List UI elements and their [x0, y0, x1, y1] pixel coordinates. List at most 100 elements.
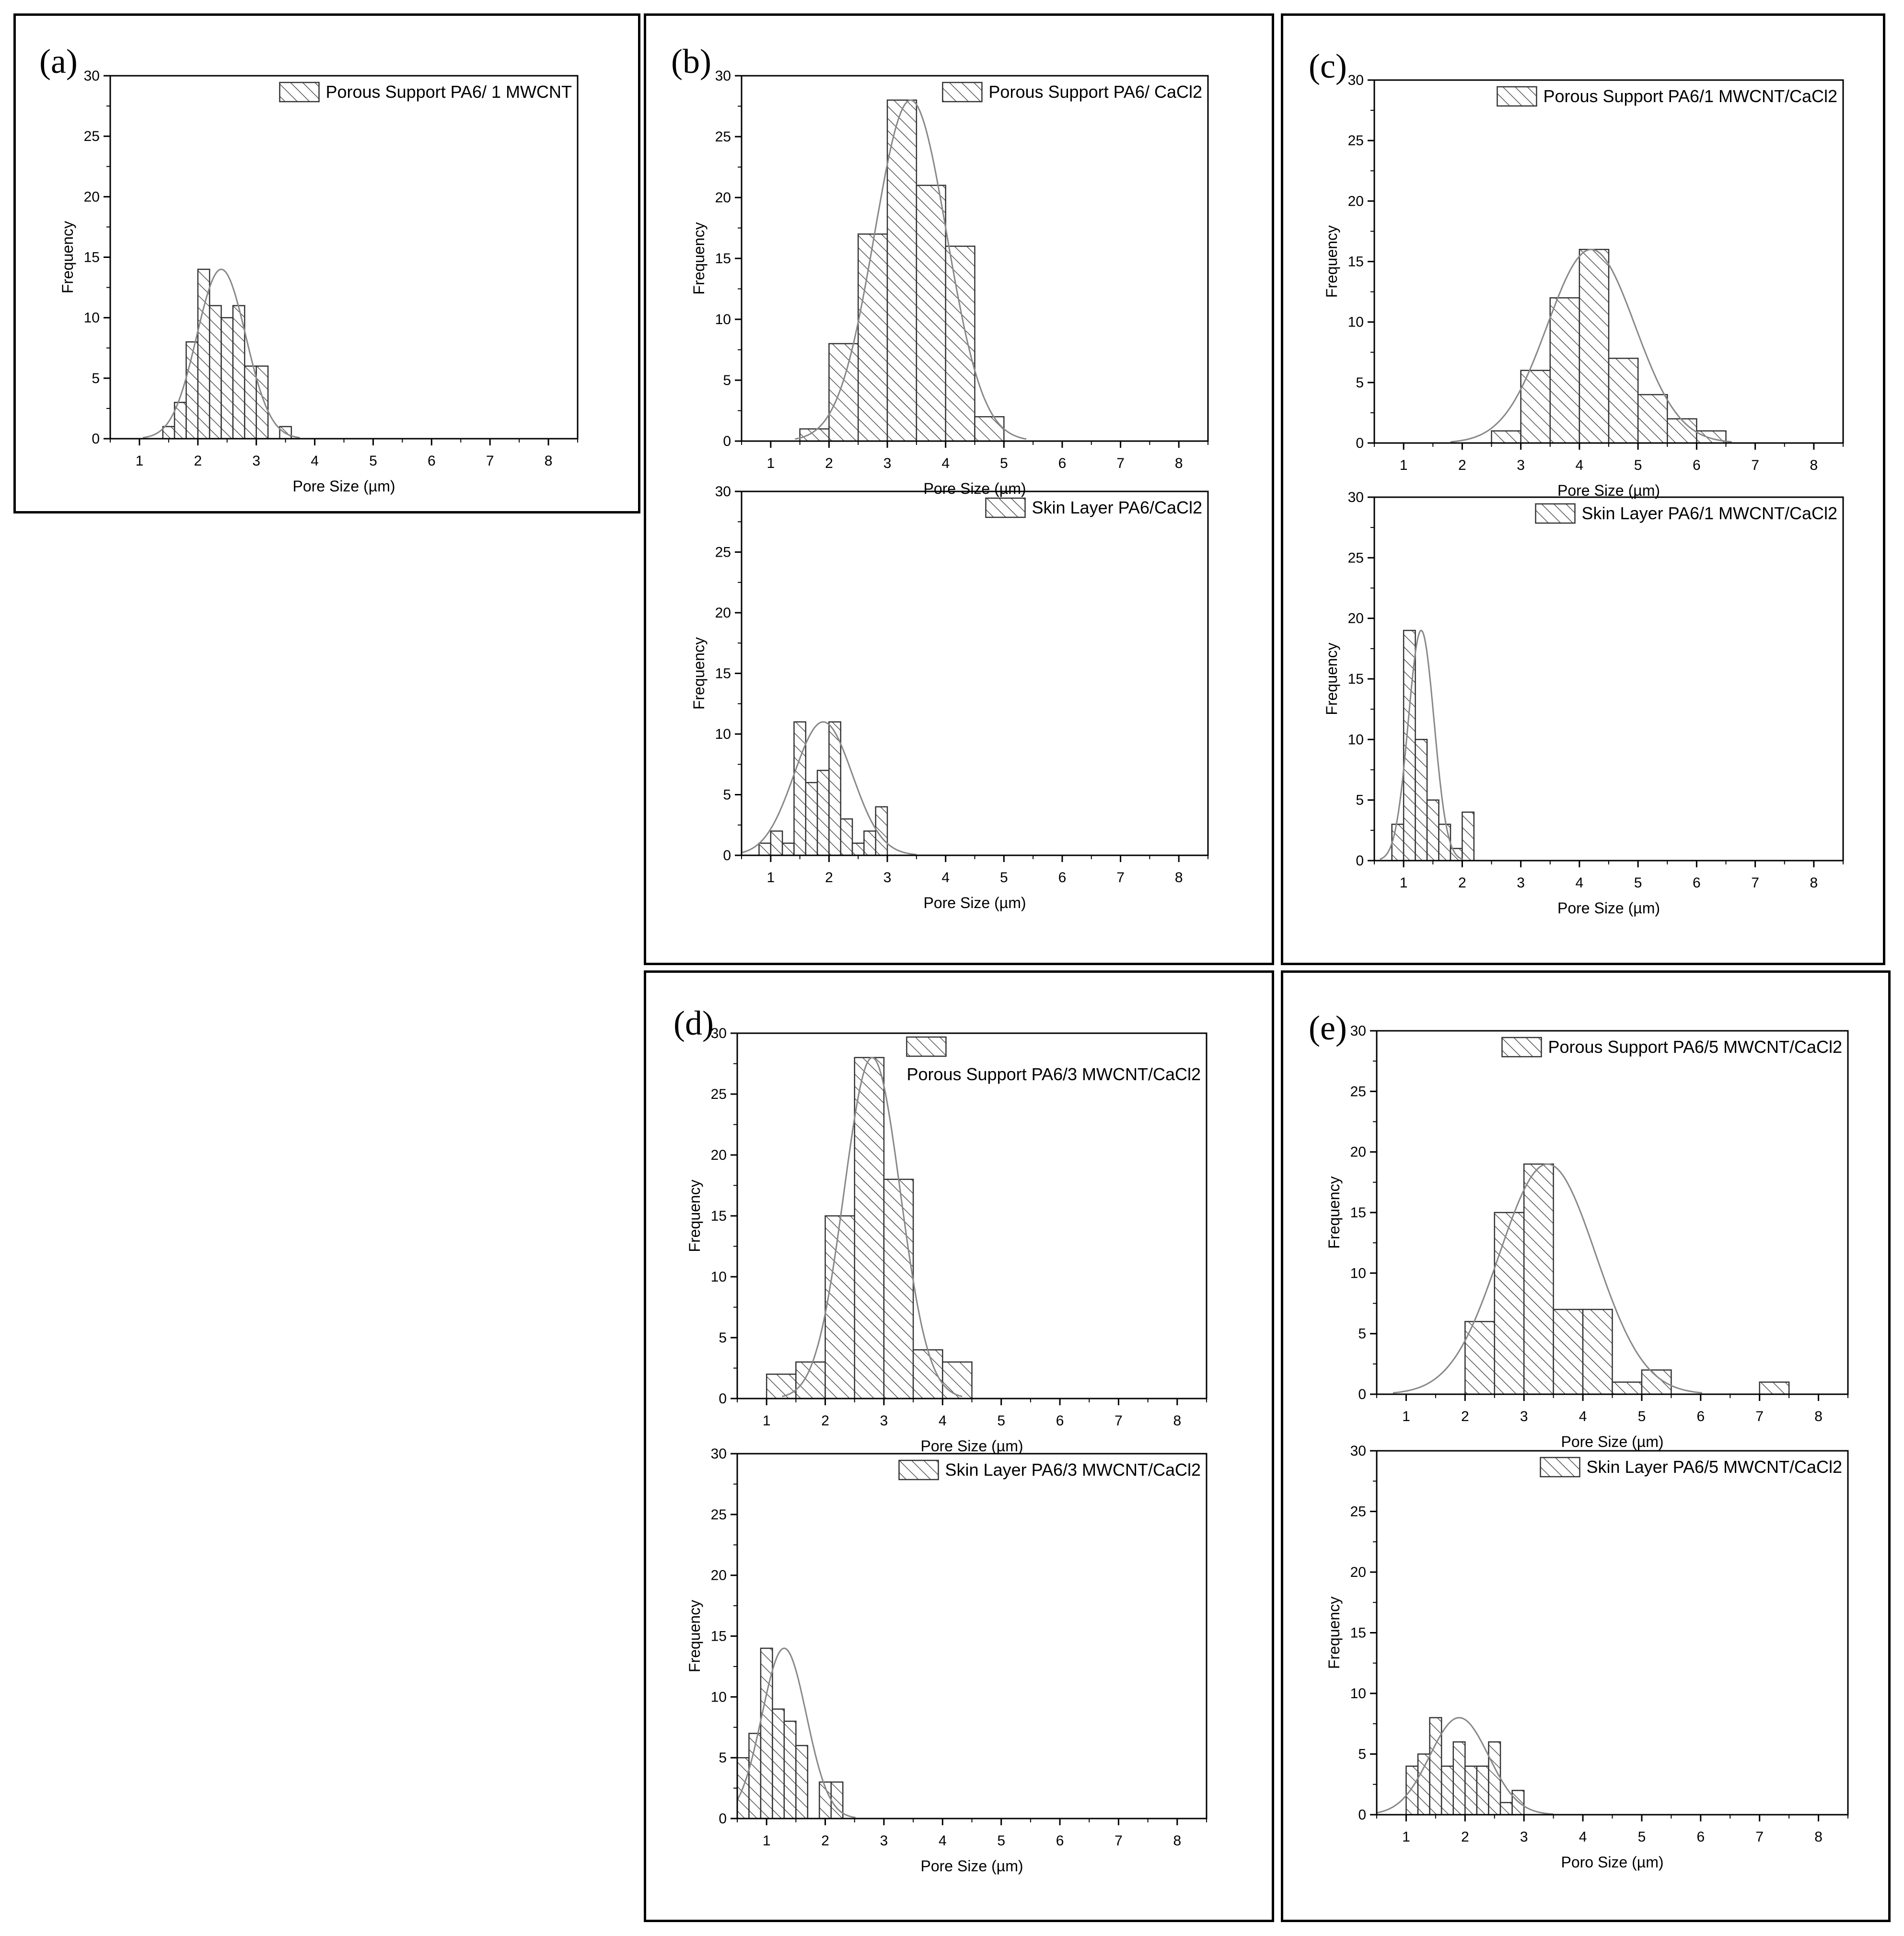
chart-b-skin-xtick-7: 8	[1175, 870, 1183, 886]
chart-e-skin-bar-3	[1440, 1765, 1454, 1816]
chart-d-porous-xtick-2: 3	[880, 1413, 888, 1429]
chart-b-porous-legend-swatch	[942, 82, 983, 103]
chart-e-porous-xtick-5: 6	[1696, 1409, 1705, 1424]
chart-e-skin-ytick-0: 0	[1358, 1807, 1366, 1823]
chart-b-skin-legend-swatch	[985, 497, 1026, 518]
chart-d-porous-xtick-4: 5	[997, 1413, 1005, 1429]
chart-c-skin-ytick-4: 20	[1348, 611, 1364, 627]
chart-c-skin-ylabel: Frequency	[1323, 642, 1340, 715]
chart-e-skin-legend-swatch	[1540, 1457, 1580, 1478]
panel-label-d: (d)	[673, 1004, 714, 1042]
chart-b-porous-xtick-2: 3	[883, 455, 892, 471]
chart-e-skin-xtick-6: 7	[1755, 1829, 1764, 1845]
chart-c-porous-legend-swatch	[1497, 86, 1537, 107]
chart-b-skin-bar-6	[828, 721, 842, 856]
chart-a-porous-bar-8	[255, 365, 269, 440]
chart-e-porous-bar-4	[1582, 1308, 1613, 1395]
chart-c-porous-xtick-2: 3	[1517, 457, 1525, 473]
chart-d-porous-ytick-1: 5	[719, 1330, 727, 1346]
chart-b-porous-xlabel: Pore Size (µm)	[923, 480, 1026, 497]
chart-a-porous-ytick-1: 5	[92, 371, 100, 386]
chart-c-porous-xtick-5: 6	[1693, 457, 1701, 473]
chart-e-porous-legend-label: Porous Support PA6/5 MWCNT/CaCl2	[1548, 1037, 1842, 1057]
chart-c-porous-bar-4	[1608, 358, 1639, 444]
chart-c-skin-xtick-6: 7	[1751, 875, 1759, 891]
chart-b-skin-xtick-1: 2	[825, 870, 833, 886]
chart-e-porous-ytick-2: 10	[1350, 1265, 1366, 1281]
chart-b-skin-ytick-5: 25	[715, 545, 731, 560]
chart-a-porous-xlabel: Pore Size (µm)	[292, 478, 395, 495]
chart-e-porous-fit-curve	[1393, 1163, 1702, 1394]
chart-a-porous-ytick-3: 15	[84, 250, 100, 266]
chart-b-porous-xtick-7: 8	[1175, 455, 1183, 471]
chart-d-skin-bar-5	[795, 1745, 809, 1819]
chart-d-porous-ytick-5: 25	[711, 1086, 727, 1102]
panel-label-b: (b)	[671, 42, 711, 81]
chart-e-porous-xtick-3: 4	[1579, 1409, 1587, 1424]
chart-c-skin-legend-swatch	[1535, 503, 1576, 524]
chart-d-porous-bar-2	[824, 1215, 855, 1400]
chart-e-porous-xtick-7: 8	[1814, 1409, 1823, 1424]
chart-c-skin-legend-label: Skin Layer PA6/1 MWCNT/CaCl2	[1582, 503, 1837, 523]
chart-e-porous-ytick-0: 0	[1358, 1387, 1366, 1402]
chart-c-skin-ytick-1: 5	[1356, 793, 1364, 808]
chart-c-porous-ytick-5: 25	[1348, 133, 1364, 149]
chart-d-skin-fit-curve	[736, 1647, 856, 1819]
chart-d-skin-xtick-2: 3	[880, 1833, 888, 1849]
chart-b-porous-ytick-6: 30	[715, 68, 731, 84]
chart-d-skin-legend: Skin Layer PA6/3 MWCNT/CaCl2	[898, 1459, 1201, 1481]
chart-a-porous-legend-label: Porous Support PA6/ 1 MWCNT	[325, 82, 572, 102]
chart-d-skin-xtick-0: 1	[763, 1833, 771, 1849]
chart-b-skin-fit-curve	[741, 721, 917, 855]
chart-b-skin-ytick-0: 0	[723, 848, 731, 863]
chart-e-skin-bar-1	[1417, 1753, 1430, 1816]
chart-d-skin-bar-4	[783, 1720, 797, 1819]
chart-d-porous-legend-label: Porous Support PA6/3 MWCNT/CaCl2	[906, 1064, 1201, 1084]
chart-e-skin-bar-7	[1488, 1741, 1501, 1816]
chart-c-skin-bar-3	[1426, 799, 1440, 862]
chart-d-skin-legend-swatch	[898, 1459, 939, 1481]
chart-e-skin-xlabel: Poro Size (µm)	[1561, 1854, 1663, 1871]
chart-d-skin-ytick-5: 25	[711, 1507, 727, 1523]
chart-c-skin-bar-6	[1462, 811, 1475, 862]
chart-e-porous-bar-2	[1523, 1163, 1554, 1395]
chart-a-porous-xtick-3: 4	[311, 453, 319, 469]
chart-c-porous-bar-6	[1667, 418, 1697, 444]
chart-c-skin-ytick-6: 30	[1348, 490, 1364, 505]
chart-d-skin-xtick-5: 6	[1056, 1833, 1064, 1849]
chart-d-skin-xtick-1: 2	[821, 1833, 829, 1849]
panel-b-frame	[644, 13, 1274, 965]
chart-c-porous-xlabel: Pore Size (µm)	[1557, 482, 1660, 499]
chart-c-porous-ytick-2: 10	[1348, 315, 1364, 330]
chart-c-porous-ytick-6: 30	[1348, 72, 1364, 88]
chart-e-skin-ytick-4: 20	[1350, 1564, 1366, 1580]
chart-c-porous-ytick-0: 0	[1356, 435, 1364, 451]
chart-a-porous-xtick-4: 5	[369, 453, 377, 469]
chart-b-porous-ytick-3: 15	[715, 251, 731, 267]
chart-b-skin-ytick-4: 20	[715, 605, 731, 621]
chart-b-porous-ytick-2: 10	[715, 312, 731, 327]
chart-e-skin-ytick-6: 30	[1350, 1443, 1366, 1459]
chart-e-skin-axes	[1376, 1450, 1849, 1816]
chart-b-porous-legend-label: Porous Support PA6/ CaCl2	[988, 82, 1202, 102]
chart-e-skin-bar-4	[1452, 1741, 1466, 1816]
chart-e-porous-ytick-5: 25	[1350, 1084, 1366, 1099]
chart-c-porous-xtick-4: 5	[1634, 457, 1642, 473]
chart-b-skin-bar-10	[875, 806, 888, 856]
chart-b-porous-ytick-5: 25	[715, 129, 731, 145]
chart-a-porous-legend: Porous Support PA6/ 1 MWCNT	[279, 82, 572, 103]
chart-b-porous-xtick-3: 4	[941, 455, 950, 471]
chart-d-porous-bar-6	[942, 1361, 973, 1400]
chart-d-porous-xtick-3: 4	[939, 1413, 947, 1429]
chart-c-skin-legend: Skin Layer PA6/1 MWCNT/CaCl2	[1535, 503, 1837, 524]
chart-b-porous-xtick-5: 6	[1058, 455, 1067, 471]
chart-d-porous-ytick-3: 15	[711, 1208, 727, 1224]
chart-a-porous-bar-5	[221, 317, 234, 440]
chart-c-porous-bar-5	[1637, 394, 1668, 444]
chart-d-skin-xtick-3: 4	[939, 1833, 947, 1849]
chart-e-skin-fit-curve	[1376, 1717, 1554, 1815]
